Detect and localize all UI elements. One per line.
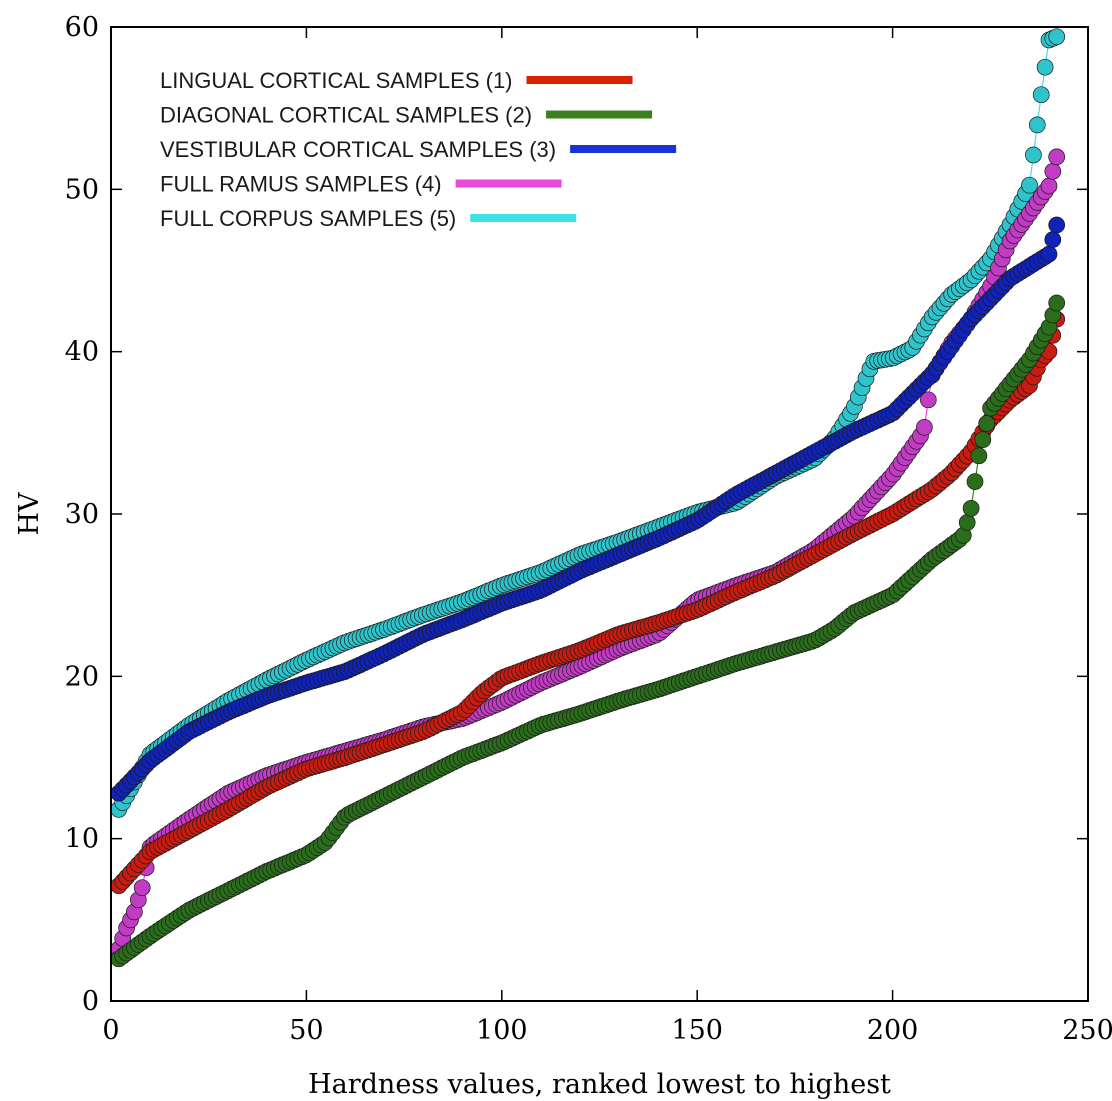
series-2 [110, 294, 1066, 968]
series-layer [110, 28, 1066, 968]
y-tick-label: 0 [82, 986, 99, 1017]
data-point [919, 391, 937, 409]
data-point [1040, 245, 1058, 263]
data-point [966, 473, 984, 490]
y-tick-label: 20 [65, 661, 99, 692]
x-tick-label: 0 [102, 1015, 119, 1046]
data-point [1048, 216, 1066, 234]
series-1 [110, 310, 1066, 895]
legend: LINGUAL CORTICAL SAMPLES (1) DIAGONAL COR… [160, 68, 677, 231]
data-point [1025, 146, 1042, 164]
data-point [916, 418, 933, 436]
legend-label: LINGUAL CORTICAL SAMPLES (1) [160, 68, 513, 93]
data-point [1032, 86, 1050, 104]
y-tick-label: 60 [65, 12, 99, 43]
x-tick-label: 150 [671, 1015, 723, 1046]
data-point [1021, 176, 1038, 194]
data-point [974, 431, 992, 449]
legend-label: FULL CORPUS SAMPLES (5) [160, 206, 456, 231]
y-tick-label: 10 [65, 824, 99, 855]
data-point [1044, 231, 1062, 248]
series-3 [110, 216, 1066, 802]
x-tick-label: 200 [867, 1015, 919, 1046]
data-point [1044, 163, 1062, 180]
data-point [978, 415, 996, 432]
x-tick-label: 100 [476, 1015, 528, 1046]
y-tick-label: 40 [65, 337, 99, 368]
y-tick-label: 50 [65, 174, 99, 205]
data-point [1040, 177, 1058, 195]
data-point [1036, 58, 1054, 76]
data-point [1028, 116, 1046, 134]
x-tick-label: 250 [1062, 1015, 1112, 1046]
legend-label: DIAGONAL CORTICAL SAMPLES (2) [160, 103, 532, 128]
data-point [970, 447, 988, 465]
legend-label: FULL RAMUS SAMPLES (4) [160, 172, 442, 197]
data-point [962, 499, 980, 517]
data-point [1048, 148, 1066, 166]
data-point [958, 514, 976, 531]
y-axis-title: HV [14, 492, 45, 536]
data-point [1048, 294, 1066, 312]
ticks-layer: 0 50 100 150 200 250 0 10 20 30 40 50 60 [65, 12, 1112, 1046]
legend-label: VESTIBULAR CORTICAL SAMPLES (3) [160, 137, 556, 162]
x-tick-label: 50 [289, 1015, 323, 1046]
data-point [133, 879, 151, 897]
y-tick-label: 30 [65, 499, 99, 530]
x-axis-title: Hardness values, ranked lowest to highes… [308, 1069, 891, 1100]
data-point [1048, 28, 1066, 46]
